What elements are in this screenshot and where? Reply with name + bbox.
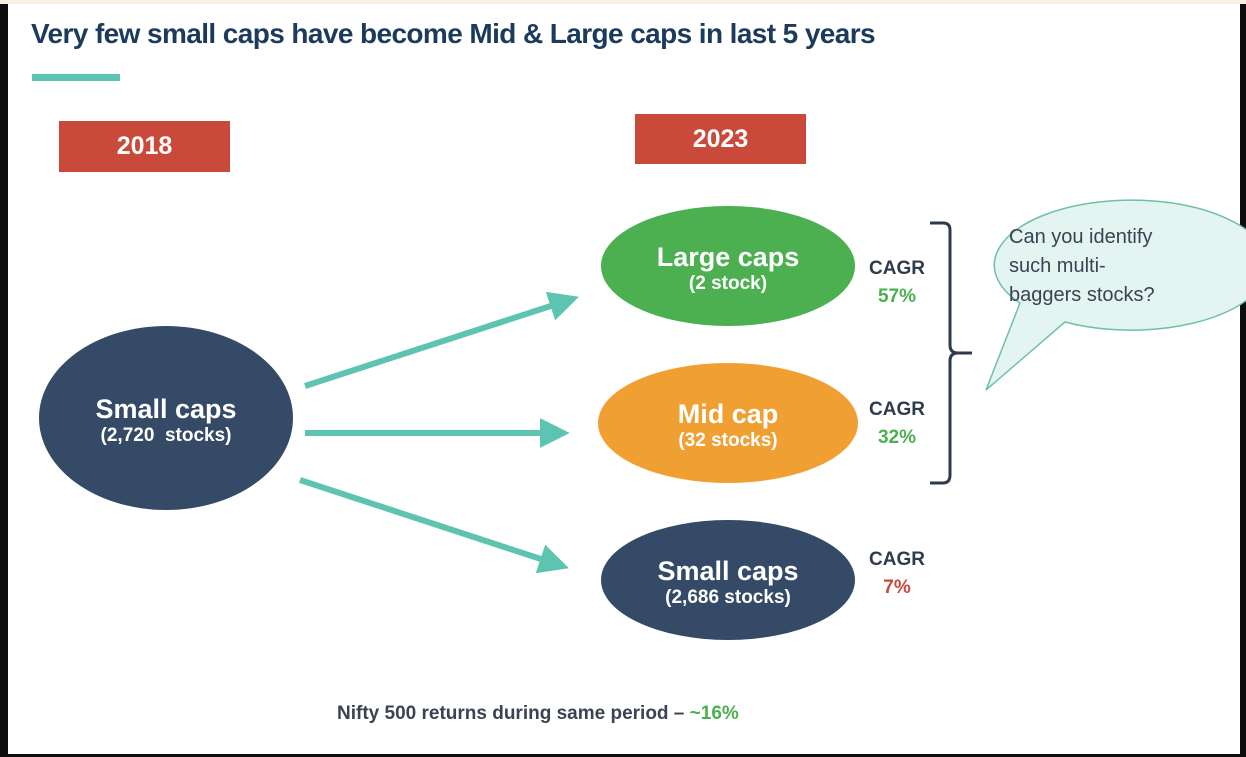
large-caps-count: (2 stock) <box>688 273 768 295</box>
mid-cap-name: Mid cap <box>677 399 779 429</box>
mid-cap-ellipse <box>598 363 858 483</box>
mid-cap-label: Mid cap (32 stocks) <box>598 398 858 453</box>
mid-cap-count: (32 stocks) <box>678 430 778 452</box>
cagr-label: CAGR <box>869 549 925 570</box>
arrow-to-small-caps <box>299 477 569 574</box>
speech-bubble <box>985 199 1246 391</box>
right-brace <box>930 221 972 485</box>
small-caps-2023-ellipse <box>601 520 855 640</box>
year-label-2018: 2018 <box>59 121 230 172</box>
cagr-value-large-caps: 57% <box>877 285 917 307</box>
callout-line: Can you identify <box>1009 226 1153 248</box>
arrow-to-large-caps <box>304 291 579 389</box>
cagr-value-small-caps: 7% <box>883 576 911 598</box>
source-label: Small caps (2,720 stocks) <box>39 393 293 448</box>
cagr-label: CAGR <box>869 258 925 279</box>
callout-line: such multi- <box>1009 255 1106 277</box>
cagr-large-caps: CAGR 57% <box>862 255 932 310</box>
top-strip <box>0 0 1246 4</box>
small-caps-2023-count: (2,686 stocks) <box>665 587 791 609</box>
cagr-small-caps: CAGR 7% <box>862 546 932 601</box>
footer-note: Nifty 500 returns during same period – ~… <box>337 703 739 725</box>
large-caps-ellipse <box>601 206 855 326</box>
source-name: Small caps <box>95 394 237 424</box>
footer-highlight: ~16% <box>689 703 739 724</box>
cagr-value-mid-cap: 32% <box>877 426 917 448</box>
footer-text: Nifty 500 returns during same period – <box>337 703 690 724</box>
cagr-label: CAGR <box>869 399 925 420</box>
callout-text: Can you identify such multi- baggers sto… <box>1009 223 1179 310</box>
source-count: (2,720 stocks) <box>100 425 232 447</box>
large-caps-label: Large caps (2 stock) <box>601 241 855 296</box>
large-caps-name: Large caps <box>656 242 800 272</box>
small-caps-2023-name: Small caps <box>657 556 799 586</box>
year-label-2023: 2023 <box>635 114 806 164</box>
title-accent-bar <box>32 74 120 81</box>
source-small-caps-ellipse <box>39 326 293 510</box>
callout-line: baggers stocks? <box>1009 284 1155 306</box>
cagr-mid-cap: CAGR 32% <box>862 396 932 451</box>
small-caps-2023-label: Small caps (2,686 stocks) <box>601 555 855 610</box>
slide-title: Very few small caps have become Mid & La… <box>31 18 876 49</box>
